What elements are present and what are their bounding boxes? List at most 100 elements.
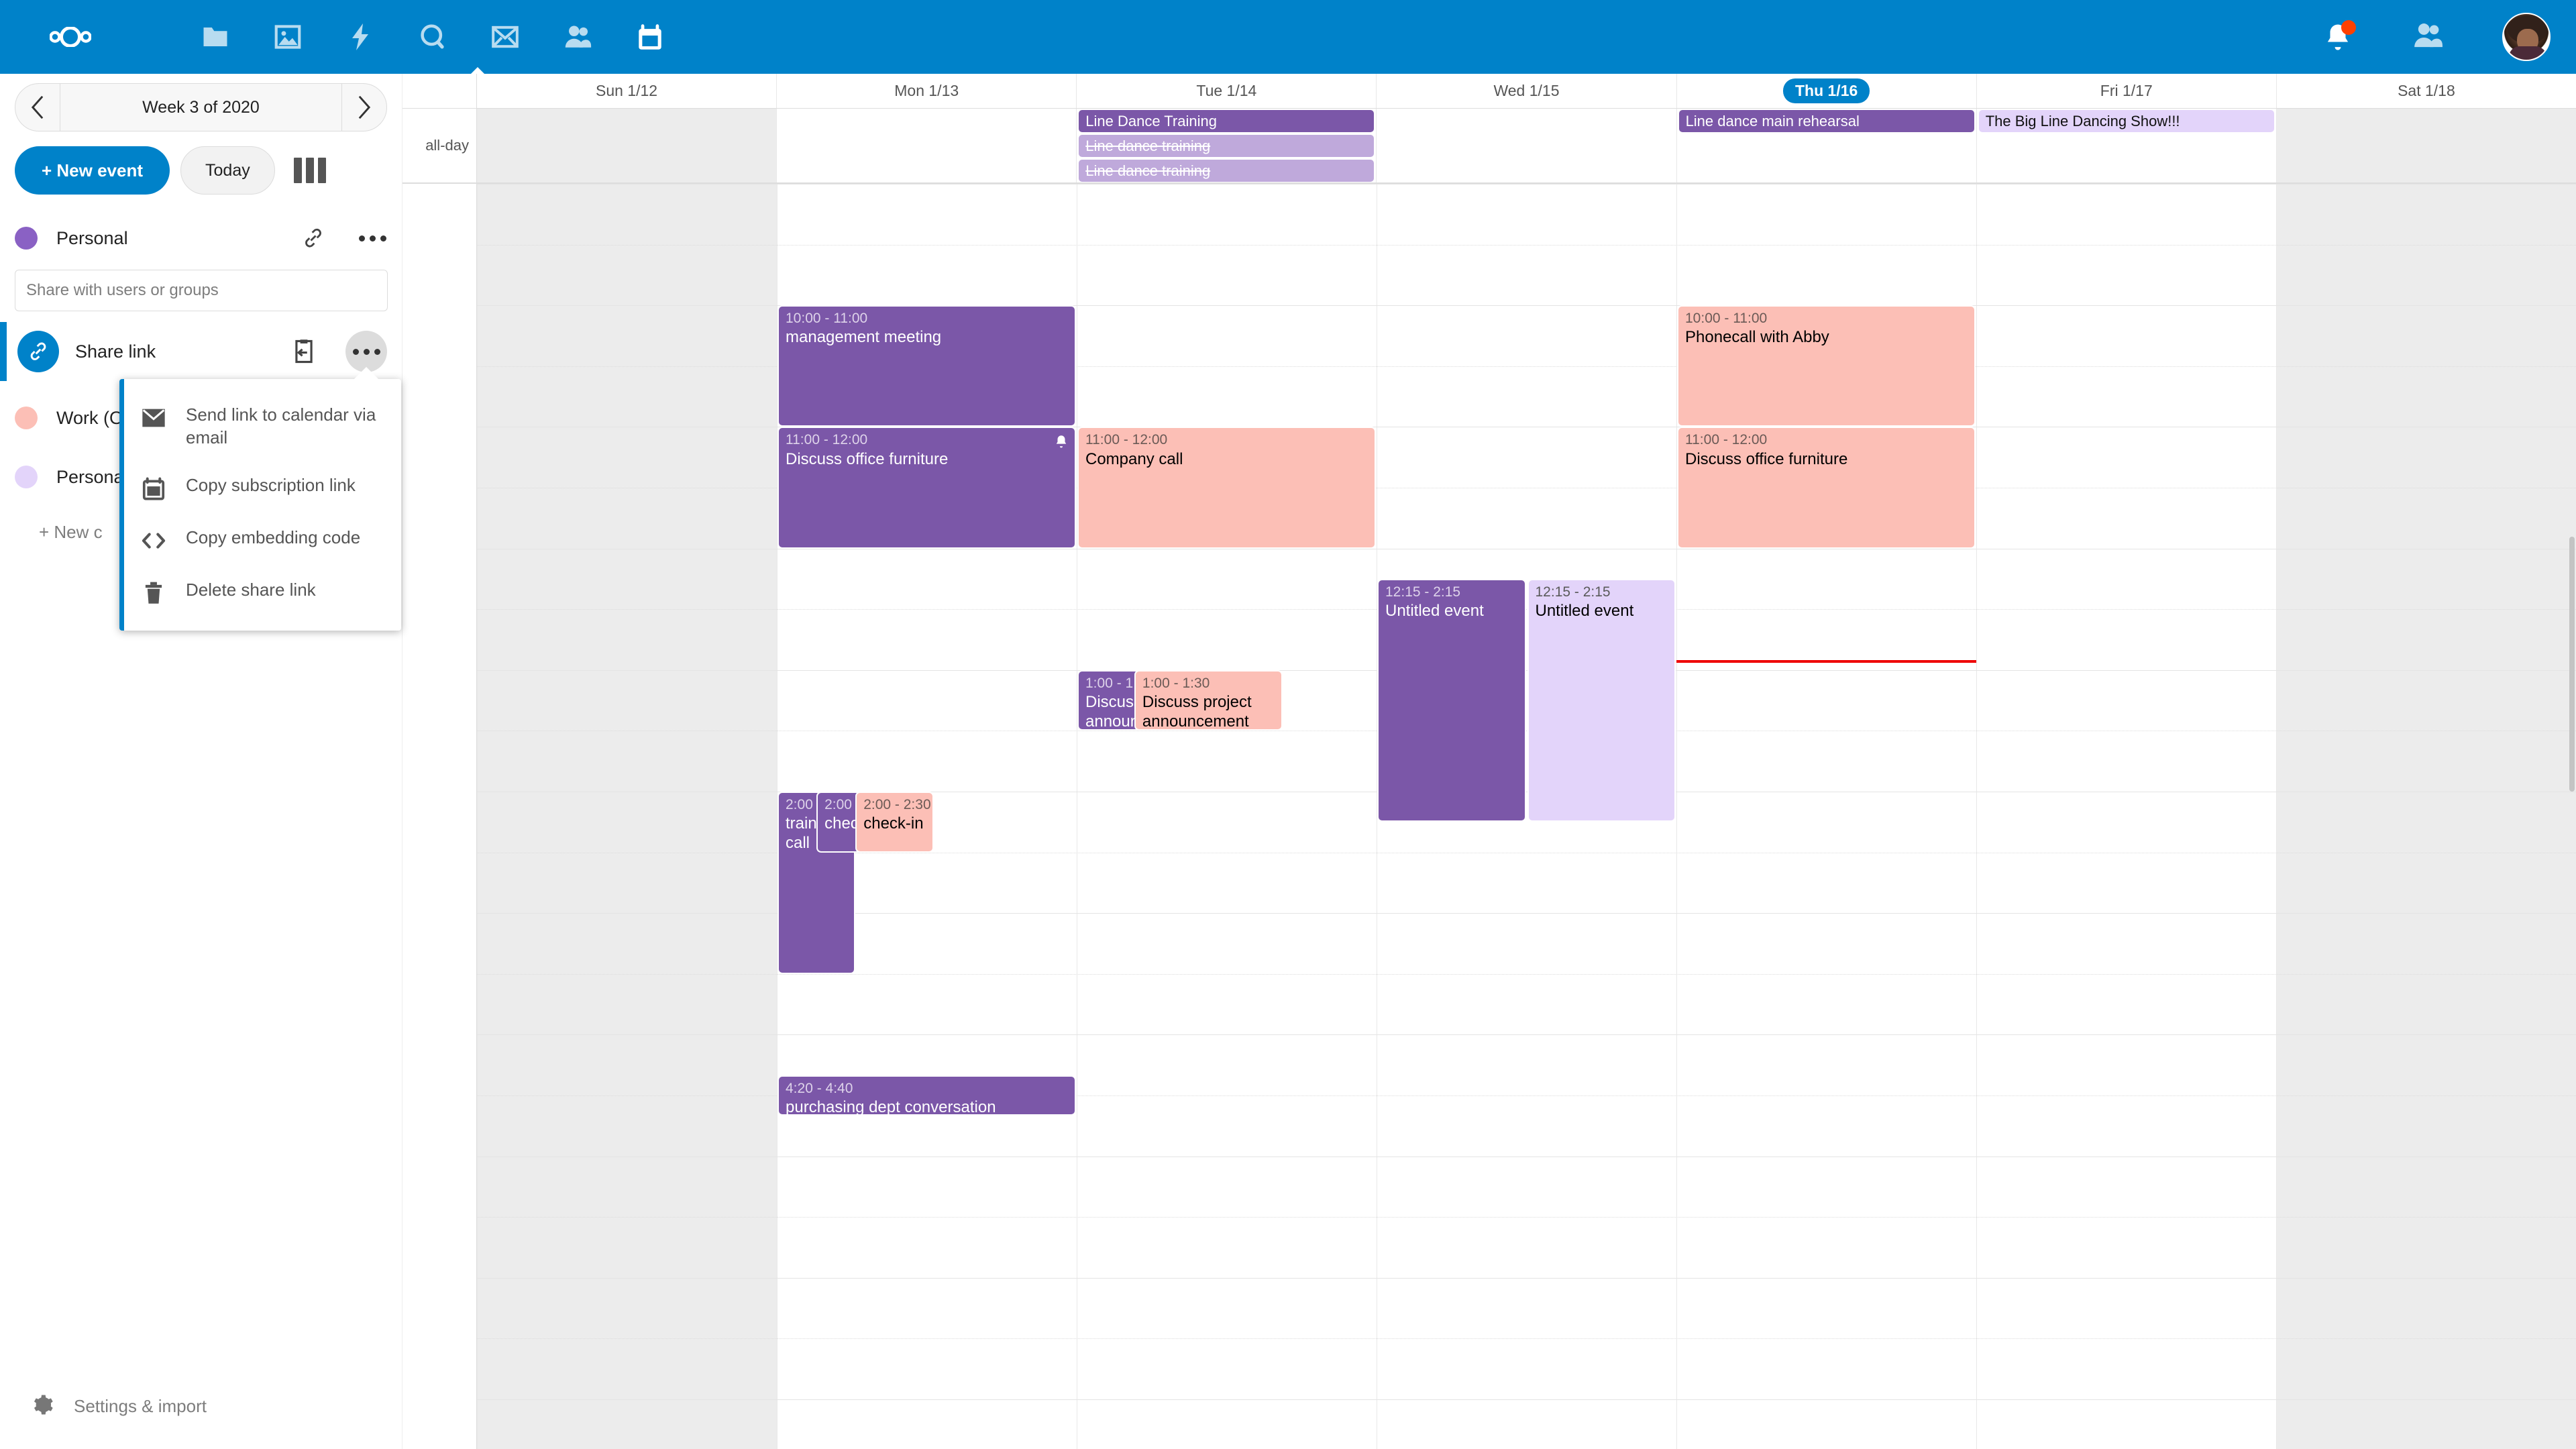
all-day-event[interactable]: Line dance main rehearsal (1678, 110, 1974, 132)
link-icon[interactable] (299, 223, 328, 253)
top-navigation-bar (0, 0, 2576, 74)
calendar-event[interactable]: 11:00 - 12:00 Discuss office furniture (1677, 427, 1976, 549)
all-day-event[interactable]: The Big Line Dancing Show!!! (1978, 110, 2274, 132)
day-header-5[interactable]: Fri 1/17 (1977, 74, 2277, 108)
event-time: 12:15 - 2:15 (1385, 584, 1461, 600)
sidebar-item-calendar-personal[interactable]: Personal (0, 212, 402, 264)
day-header-6[interactable]: Sat 1/18 (2398, 82, 2455, 99)
event-time: 11:00 - 12:00 (786, 432, 868, 448)
event-time: 11:00 - 12:00 (1085, 432, 1168, 448)
sidebar: Week 3 of 2020 + New event Today Persona… (0, 74, 402, 1449)
previous-week-button[interactable] (15, 84, 60, 131)
all-day-event[interactable]: Line dance training (1079, 135, 1375, 157)
avatar[interactable] (2502, 13, 2551, 61)
current-time-line (1676, 659, 1976, 663)
all-day-column-4[interactable]: Line dance main rehearsal (1677, 109, 1977, 182)
new-event-button[interactable]: + New event (15, 146, 170, 195)
datepicker: Week 3 of 2020 (15, 83, 387, 131)
event-title: Company call (1085, 449, 1183, 468)
all-day-column-3[interactable] (1377, 109, 1677, 182)
calendar-event[interactable]: 2:00 - 2:30 check-in (855, 792, 934, 853)
bell-icon (1054, 434, 1069, 449)
settings-and-import-button[interactable]: Settings & import (0, 1393, 207, 1419)
day-column-0[interactable] (477, 184, 777, 1449)
grid-line (477, 1399, 2576, 1400)
all-day-event[interactable]: Line Dance Training (1079, 110, 1375, 132)
all-day-column-5[interactable]: The Big Line Dancing Show!!! (1977, 109, 2277, 182)
activity-icon[interactable] (324, 0, 396, 74)
event-title: check-in (863, 814, 924, 833)
next-week-button[interactable] (342, 84, 386, 131)
grid-line (477, 973, 2576, 975)
day-column-5[interactable] (1976, 184, 2276, 1449)
column-divider (1676, 184, 1677, 1449)
menu-item-label: Delete share link (186, 579, 316, 600)
column-divider (2276, 184, 2277, 1449)
share-link-context-menu: Send link to calendar via email Copy sub… (119, 367, 401, 631)
all-day-event[interactable]: Line dance training (1079, 160, 1375, 182)
copy-link-icon[interactable] (289, 337, 319, 366)
day-header-1[interactable]: Mon 1/13 (777, 74, 1077, 108)
day-header-row: Sun 1/12 Mon 1/13 Tue 1/14 Wed 1/15 Thu 1/16… (402, 74, 2576, 109)
day-header-4[interactable]: Thu 1/16 (1677, 74, 1977, 108)
menu-item-delete-share-link[interactable]: Delete share link (124, 566, 401, 619)
contacts-menu-icon[interactable] (2412, 21, 2443, 53)
calendar-color-dot (15, 466, 38, 488)
day-header-0[interactable]: Sun 1/12 (477, 74, 777, 108)
menu-item-copy-subscription-link[interactable]: Copy subscription link (124, 462, 401, 514)
calendar-week-view: Sun 1/12 Mon 1/13 Tue 1/14 Wed 1/15 Thu 1/16… (402, 74, 2576, 1449)
week-view-icon[interactable] (293, 158, 326, 183)
three-dots-icon[interactable] (358, 223, 387, 253)
menu-item-copy-embedding-code[interactable]: Copy embedding code (124, 514, 401, 566)
menu-item-send-link-email[interactable]: Send link to calendar via email (124, 391, 401, 462)
bell-icon[interactable] (2322, 20, 2356, 52)
calendar-event[interactable]: 10:00 - 11:00 management meeting (777, 305, 1076, 427)
day-column-2[interactable] (1077, 184, 1377, 1449)
calendar-event[interactable]: 10:00 - 11:00 Phonecall with Abby (1677, 305, 1976, 427)
today-button[interactable]: Today (180, 146, 275, 195)
event-title: Discuss office furniture (786, 449, 949, 468)
event-title: Discuss project announcement (1142, 692, 1252, 731)
event-title: Phonecall with Abby (1685, 328, 1829, 347)
grid-line (477, 1034, 2576, 1036)
calendar-scroll-body[interactable]: 9am9:30am10am10:30am11am11:30am12pm12:30… (402, 184, 2576, 1449)
notification-badge (2341, 20, 2356, 35)
sidebar-item-calendar-personal-2[interactable]: Persona (0, 451, 402, 503)
share-input[interactable] (15, 270, 388, 311)
all-day-column-0[interactable] (477, 109, 777, 182)
day-header-3[interactable]: Wed 1/15 (1377, 74, 1677, 108)
calendar-event[interactable]: 4:20 - 4:40 purchasing dept conversation (777, 1075, 1076, 1116)
mail-icon[interactable] (469, 0, 541, 74)
vertical-scrollbar[interactable] (2569, 537, 2575, 792)
code-icon (139, 527, 168, 554)
three-dots-icon (352, 348, 380, 355)
search-icon[interactable] (396, 0, 469, 74)
settings-label: Settings & import (74, 1396, 207, 1416)
new-calendar-button[interactable]: + New c (39, 522, 103, 542)
datepicker-title[interactable]: Week 3 of 2020 (60, 84, 342, 131)
calendar-icon[interactable] (614, 0, 686, 74)
all-day-row: all-day Line Dance Training Line dance tr… (402, 109, 2576, 184)
nextcloud-logo-icon[interactable] (34, 17, 107, 57)
share-link-row[interactable]: Share link (0, 322, 402, 381)
event-time: 1:00 - 1:30 (1142, 675, 1210, 691)
day-header-2[interactable]: Tue 1/14 (1077, 74, 1377, 108)
all-day-column-6[interactable] (2276, 109, 2576, 182)
grid-line (477, 913, 2576, 914)
calendar-event[interactable]: 11:00 - 12:00 Company call (1077, 427, 1376, 549)
menu-item-label: Send link to calendar via email (186, 405, 376, 448)
calendar-event[interactable]: 12:15 - 2:15 Untitled event (1377, 578, 1526, 822)
all-day-column-1[interactable] (777, 109, 1077, 182)
day-column-6[interactable] (2276, 184, 2576, 1449)
all-day-column-2[interactable]: Line Dance Training Line dance training Li… (1077, 109, 1377, 182)
contacts-icon[interactable] (541, 0, 614, 74)
sidebar-item-calendar-work[interactable]: Work (O (0, 392, 402, 444)
calendar-event[interactable]: 12:15 - 2:15 Untitled event (1527, 578, 1676, 822)
event-title: management meeting (786, 328, 942, 347)
folder-icon[interactable] (179, 0, 252, 74)
grid-line (477, 1095, 2576, 1096)
share-link-menu-button[interactable] (345, 331, 387, 372)
calendar-event[interactable]: 11:00 - 12:00 Discuss office furniture (777, 427, 1076, 549)
photos-icon[interactable] (252, 0, 324, 74)
